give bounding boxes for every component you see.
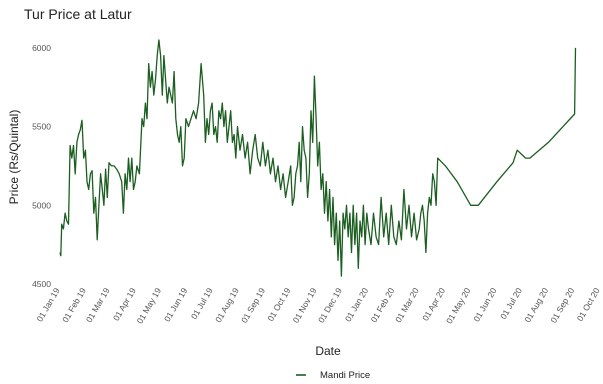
x-axis-title: Date — [315, 344, 341, 358]
legend-label-mandi-price: Mandi Price — [320, 370, 370, 381]
y-axis-title: Price (Rs/Quintal) — [7, 110, 21, 205]
legend: Mandi Price — [296, 370, 370, 381]
y-tick-label: 5000 — [32, 200, 51, 210]
y-tick-label: 5500 — [32, 122, 51, 132]
y-tick-label: 6000 — [32, 43, 51, 53]
chart-title: Tur Price at Latur — [24, 6, 132, 22]
y-tick-label: 4500 — [32, 279, 51, 289]
series-line-mandi-price — [59, 39, 577, 277]
plot-area — [59, 39, 577, 277]
y-axis: 4500 5000 5500 6000 — [32, 43, 51, 289]
